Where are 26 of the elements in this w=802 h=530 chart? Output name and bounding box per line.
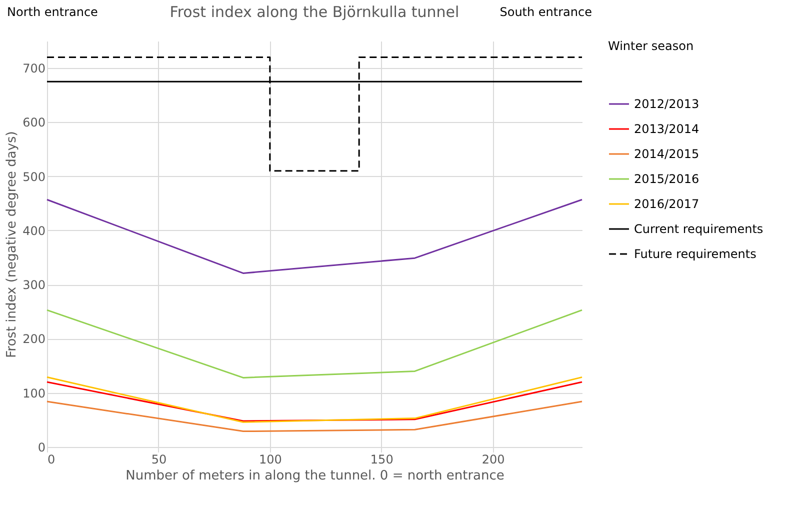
legend-label: 2012/2013 bbox=[634, 97, 700, 111]
x-tick-label: 150 bbox=[370, 452, 394, 466]
x-tick-label: 200 bbox=[482, 452, 505, 466]
legend-label: 2014/2015 bbox=[634, 147, 700, 161]
y-tick-label: 700 bbox=[22, 62, 46, 76]
text: South entrance bbox=[500, 5, 592, 19]
legend-label: 2013/2014 bbox=[634, 122, 700, 136]
y-tick-label: 500 bbox=[22, 170, 46, 184]
x-axis-title: Number of meters in along the tunnel. 0 = north entrance bbox=[126, 468, 504, 484]
text: North entrance bbox=[7, 5, 98, 19]
y-tick-label: 600 bbox=[22, 116, 46, 130]
x-tick-label: 0 bbox=[48, 452, 56, 466]
legend-label: Current requirements bbox=[634, 222, 764, 236]
legend-label: 2016/2017 bbox=[634, 197, 700, 211]
y-tick-label: 100 bbox=[22, 386, 46, 400]
legend-title: Winter season bbox=[608, 39, 694, 53]
y-axis-title: Frost index (negative degree days) bbox=[4, 131, 20, 358]
legend-label: 2015/2016 bbox=[634, 172, 700, 186]
y-tick-label: 400 bbox=[22, 224, 46, 238]
y-tick-label: 200 bbox=[22, 332, 46, 346]
legend-label: Future requirements bbox=[634, 247, 756, 261]
x-tick-label: 100 bbox=[258, 452, 282, 466]
x-tick-label: 50 bbox=[151, 452, 167, 466]
chart-title: Frost index along the Björnkulla tunnel bbox=[170, 3, 460, 21]
y-tick-label: 0 bbox=[38, 440, 46, 454]
y-tick-label: 300 bbox=[22, 278, 46, 292]
